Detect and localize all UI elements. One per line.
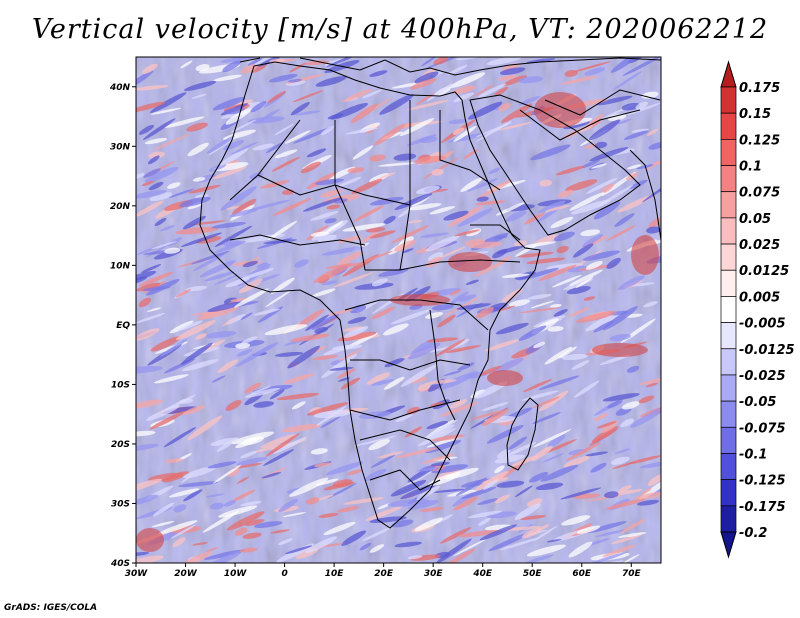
lat-tick-label: 40S	[110, 559, 130, 569]
lat-tick-label: 30N	[110, 142, 131, 152]
lon-tick-label: 60E	[572, 569, 592, 579]
lon-tick-label: 20E	[374, 569, 394, 579]
lat-tick-label: 30S	[111, 499, 130, 509]
colorbar-swatch	[720, 217, 737, 245]
colorbar-label: 0.075	[739, 186, 780, 201]
lon-tick-label: 30W	[125, 569, 149, 579]
colorbar: 0.175 0.15 0.125 0.1 0.075 0.05 0.025 0.0125 0.0…	[720, 60, 795, 559]
colorbar-swatch	[720, 296, 737, 323]
colorbar-label: -0.1	[739, 447, 767, 462]
madagascar-coastline	[506, 397, 539, 471]
colorbar-label: 0.0125	[739, 264, 789, 279]
colorbar-swatch	[720, 505, 737, 533]
colorbar-label: -0.005	[739, 317, 786, 332]
colorbar-label: -0.05	[739, 395, 776, 410]
colorbar-label: -0.175	[739, 500, 786, 515]
country-boundaries	[199, 57, 661, 529]
colorbar-swatch	[720, 112, 737, 140]
colorbar-bottom-arrow	[720, 531, 737, 559]
lat-tick-label: EQ	[116, 321, 130, 331]
colorbar-swatch	[720, 453, 737, 480]
colorbar-label: -0.125	[739, 474, 786, 489]
velocity-field	[136, 57, 661, 563]
lon-tick-label: 10E	[325, 569, 345, 579]
colorbar-swatch	[720, 86, 737, 114]
colorbar-top-arrow	[720, 60, 737, 88]
lon-tick-label: 70E	[622, 569, 642, 579]
grads-credit: GrADS: IGES/COLA	[4, 603, 98, 613]
colorbar-label: 0.125	[739, 133, 780, 148]
map-title: Vertical velocity [m/s] at 400hPa, VT: 2…	[31, 14, 769, 45]
lat-tick-label: 20S	[111, 440, 130, 450]
colorbar-swatch	[720, 400, 737, 428]
colorbar-swatch	[720, 374, 737, 402]
colorbar-swatch	[720, 243, 737, 271]
colorbar-swatch	[720, 322, 737, 350]
colorbar-swatch	[720, 191, 737, 219]
colorbar-swatch	[720, 348, 737, 376]
lat-tick-label: 40N	[109, 83, 131, 93]
lon-tick-label: 20W	[174, 569, 198, 579]
colorbar-swatch	[720, 426, 737, 454]
lon-tick-label: 30E	[424, 569, 444, 579]
india-coastline	[629, 149, 661, 241]
lon-tick-label: 0	[281, 569, 287, 579]
colorbar-label: 0.15	[739, 107, 771, 122]
lon-tick-label: 40E	[472, 569, 493, 579]
colorbar-label: 0.05	[739, 212, 771, 227]
colorbar-label: -0.2	[739, 526, 767, 541]
map-frame	[135, 56, 662, 564]
colorbar-label: -0.025	[739, 369, 786, 384]
lon-tick-label: 10W	[224, 569, 248, 579]
colorbar-swatch	[720, 479, 737, 507]
colorbar-label: 0.175	[739, 81, 780, 96]
colorbar-label: -0.075	[739, 421, 786, 436]
lat-tick-label: 10N	[110, 261, 131, 271]
colorbar-label: -0.0125	[739, 343, 795, 358]
lat-tick-label: 20N	[110, 202, 131, 212]
africa-coastline	[199, 61, 541, 529]
colorbar-label: 0.1	[739, 160, 762, 175]
colorbar-label: 0.025	[739, 238, 780, 253]
colorbar-swatch	[720, 139, 737, 166]
colorbar-label: 0.005	[739, 290, 780, 305]
colorbar-swatch	[720, 269, 737, 297]
arabia-coastline	[469, 94, 641, 236]
lon-tick-label: 50E	[523, 569, 543, 579]
lat-tick-label: 10S	[111, 380, 130, 390]
europe-coastline	[239, 57, 661, 76]
colorbar-swatch	[720, 165, 737, 193]
